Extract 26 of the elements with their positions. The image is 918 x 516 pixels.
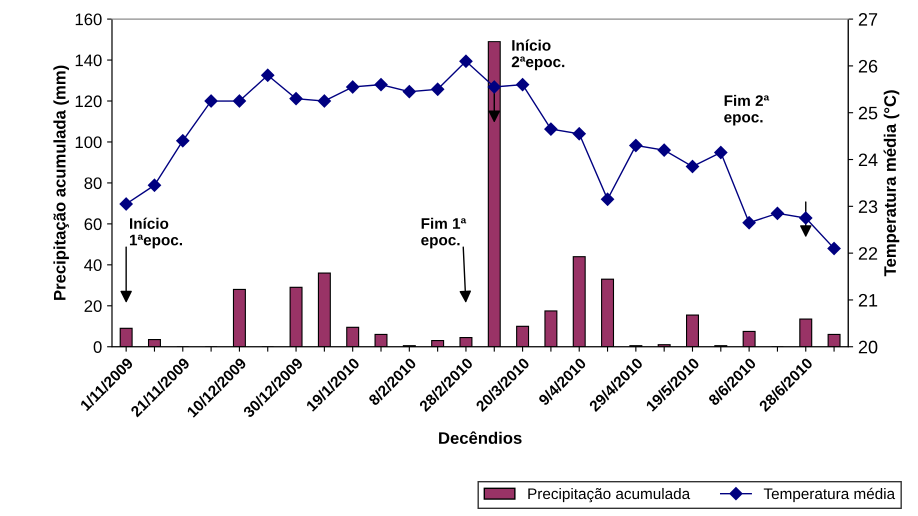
annotation: Fim 1ª epoc. [421,218,466,248]
y2-tick-label: 24 [858,153,878,166]
y-tick-label: 100 [76,136,102,148]
y2-tick-label: 21 [858,294,878,306]
y-tick-label: 140 [76,54,102,66]
y2-tick-label: 27 [858,13,878,26]
y-axis-title: Precipitação acumulada (mm) [53,66,69,300]
legend-label: Temperatura média [764,488,896,502]
x-axis-title: Decêndios [439,431,522,444]
y2-tick-label: 25 [858,106,878,120]
annotation: Fim 2ª epoc. [724,94,770,126]
y-tick-label: 120 [76,95,102,108]
y-tick-label: 0 [94,341,102,353]
y2-tick-label: 26 [858,60,878,73]
y2-tick-label: 20 [858,340,878,354]
annotation: Início 1ªepoc. [130,218,182,248]
y2-tick-label: 22 [858,247,878,260]
y2-tick-label: 23 [858,200,878,214]
y-tick-label: 160 [76,13,102,26]
annotation: Início 2ªepoc. [512,39,564,70]
legend-label: Precipitação acumulada [528,488,690,502]
y-tick-label: 40 [84,259,102,272]
y-tick-label: 80 [84,177,102,190]
y-tick-label: 60 [84,218,102,230]
y2-axis-title: Temperatura média (°C) [884,90,900,276]
y-tick-label: 20 [84,300,102,312]
